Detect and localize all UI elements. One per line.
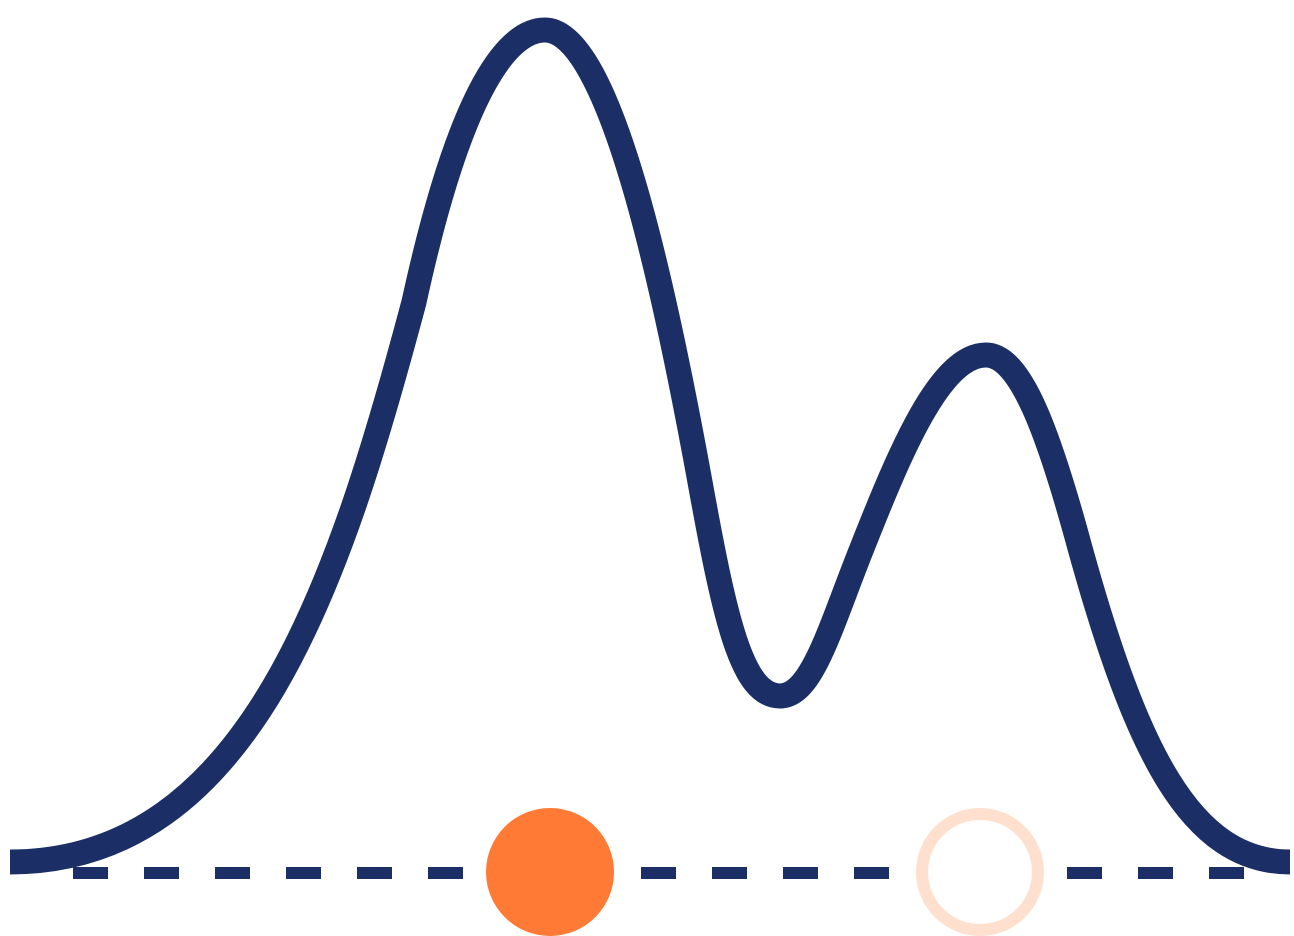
bimodal-curve-icon [9,17,1291,875]
filled-circle-icon [486,808,614,936]
hollow-circle-icon [916,808,1044,936]
